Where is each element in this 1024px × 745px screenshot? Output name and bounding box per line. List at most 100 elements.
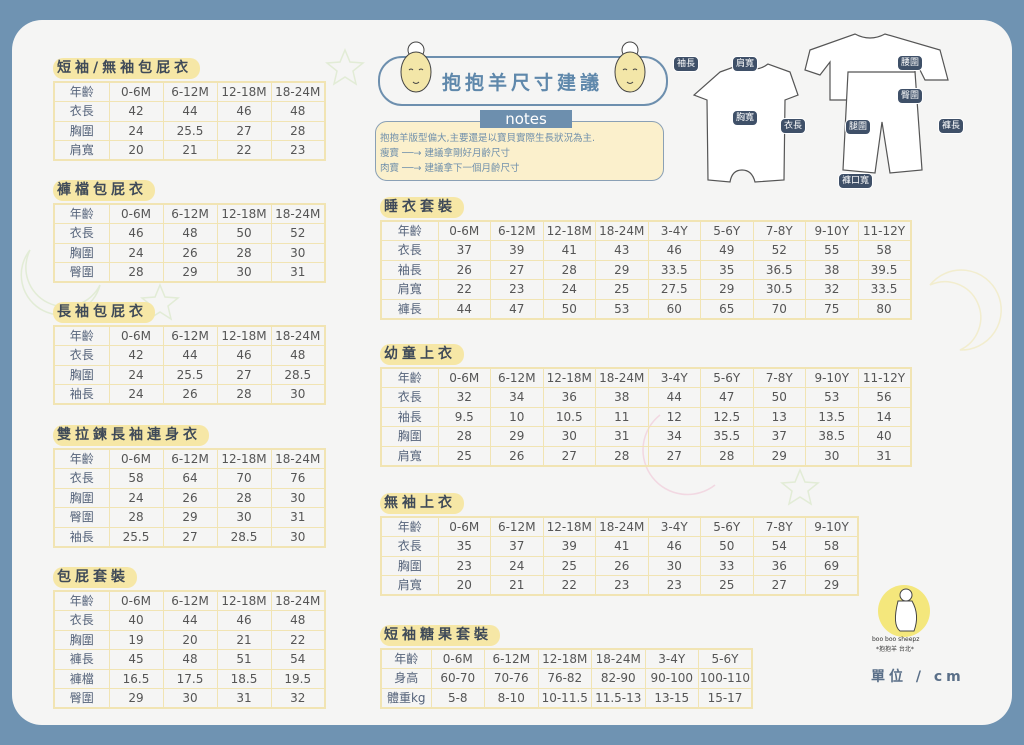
- value-cell: 29: [162, 262, 218, 283]
- value-cell: 52: [752, 240, 806, 261]
- garment-diagram: [692, 33, 949, 183]
- header-cell: 3-4Y: [644, 648, 699, 669]
- value-cell: 36.5: [752, 259, 806, 280]
- value-cell: 29: [595, 259, 649, 280]
- value-cell: 47: [700, 387, 754, 408]
- section-title: 長袖包屁衣: [53, 302, 155, 323]
- header-cell: 6-12M: [490, 220, 544, 241]
- row-label: 胸圍: [53, 364, 110, 385]
- value-cell: 41: [542, 240, 596, 261]
- moon-icon: [20, 249, 101, 316]
- moon-icon: [929, 269, 1002, 351]
- table-row: 衣長 42 44 46 48: [53, 345, 326, 366]
- value-cell: 39.5: [857, 259, 911, 280]
- value-cell: 29: [752, 445, 806, 466]
- header-cell: 12-18M: [542, 516, 596, 537]
- value-cell: 11.5-13: [591, 687, 646, 708]
- value-cell: 42: [108, 345, 164, 366]
- value-cell: 24: [542, 279, 596, 300]
- value-cell: 47: [490, 298, 544, 319]
- value-cell: 28: [700, 445, 754, 466]
- sheep-mascot-icon: [400, 41, 432, 93]
- row-label: 身高: [380, 668, 432, 689]
- value-cell: 31: [595, 426, 649, 447]
- table-row: 褲長 44 47 50 53 60 65 70 75 80: [380, 298, 911, 319]
- row-label: 胸圍: [380, 555, 439, 576]
- value-cell: 32: [805, 279, 859, 300]
- label-hem-width: 褲口寬: [838, 173, 874, 189]
- value-cell: 64: [162, 468, 218, 489]
- value-cell: 30: [270, 526, 326, 547]
- value-cell: 20: [108, 140, 164, 161]
- value-cell: 31: [216, 688, 272, 709]
- row-label: 臀圍: [53, 688, 110, 709]
- size-table: 年齡 0-6M 6-12M 12-18M 18-24M 衣長 42 44 46 48 胸圍 24 25.…: [53, 81, 326, 161]
- value-cell: 48: [270, 610, 326, 631]
- value-cell: 9.5: [437, 406, 491, 427]
- value-cell: 50: [700, 536, 754, 557]
- header-cell: 6-12M: [162, 203, 218, 224]
- value-cell: 10: [490, 406, 544, 427]
- section-title: 雙拉鍊長袖連身衣: [53, 425, 209, 446]
- value-cell: 28: [270, 120, 326, 141]
- label-hip: 臀圍: [897, 88, 924, 104]
- header-cell: 3-4Y: [647, 516, 701, 537]
- label-body-length: 衣長: [780, 118, 807, 134]
- value-cell: 17.5: [162, 668, 218, 689]
- header-cell: 5-6Y: [700, 367, 754, 388]
- brand-name-en: boo boo sheepz: [872, 636, 920, 643]
- unit-label: 單位 / cm: [871, 669, 965, 685]
- value-cell: 46: [216, 610, 272, 631]
- value-cell: 27: [752, 575, 806, 596]
- row-label: 褲長: [53, 649, 110, 670]
- header-cell: 年齡: [53, 590, 110, 611]
- header-cell: 0-6M: [437, 220, 491, 241]
- value-cell: 44: [162, 345, 218, 366]
- header-cell: 11-12Y: [857, 367, 911, 388]
- row-label: 臀圍: [53, 262, 110, 283]
- header-cell: 6-12M: [162, 325, 218, 346]
- brand-logo: [878, 585, 930, 637]
- value-cell: 32: [437, 387, 491, 408]
- value-cell: 5-8: [430, 687, 485, 708]
- value-cell: 37: [752, 426, 806, 447]
- header-cell: 0-6M: [437, 367, 491, 388]
- header-cell: 0-6M: [108, 325, 164, 346]
- value-cell: 50: [216, 223, 272, 244]
- value-cell: 34: [647, 426, 701, 447]
- value-cell: 37: [490, 536, 544, 557]
- table-row: 肩寬 20 21 22 23 23 25 27 29: [380, 575, 859, 596]
- header-row: 年齡 0-6M 6-12M 12-18M 18-24M: [53, 590, 326, 611]
- header-cell: 年齡: [380, 516, 439, 537]
- value-cell: 27: [647, 445, 701, 466]
- section-title: 褲檔包屁衣: [53, 180, 155, 201]
- header-cell: 12-18M: [216, 448, 272, 469]
- header-cell: 9-10Y: [805, 220, 859, 241]
- label-chest-width: 胸寬: [732, 110, 759, 126]
- value-cell: 19.5: [270, 668, 326, 689]
- value-cell: 33.5: [857, 279, 911, 300]
- table-row: 衣長 40 44 46 48: [53, 610, 326, 631]
- value-cell: 39: [490, 240, 544, 261]
- notes-label: notes: [480, 110, 572, 128]
- header-row: 年齡 0-6M 6-12M 12-18M 18-24M 3-4Y 5-6Y: [380, 648, 753, 669]
- value-cell: 46: [108, 223, 164, 244]
- value-cell: 30: [270, 487, 326, 508]
- table-row: 衣長 46 48 50 52: [53, 223, 326, 244]
- table-row: 肩寬 22 23 24 25 27.5 29 30.5 32 33.5: [380, 279, 911, 300]
- header-cell: 年齡: [53, 325, 110, 346]
- row-label: 肩寬: [380, 445, 439, 466]
- table-row: 衣長 35 37 39 41 46 50 54 58: [380, 536, 859, 557]
- value-cell: 29: [108, 688, 164, 709]
- value-cell: 38.5: [805, 426, 859, 447]
- value-cell: 35: [700, 259, 754, 280]
- sheep-logo-icon: [894, 588, 918, 632]
- value-cell: 38: [805, 259, 859, 280]
- value-cell: 28: [437, 426, 491, 447]
- value-cell: 30: [647, 555, 701, 576]
- header-cell: 12-18M: [216, 325, 272, 346]
- star-icon: [140, 283, 180, 321]
- label-waist: 腰圍: [897, 55, 924, 71]
- value-cell: 90-100: [644, 668, 699, 689]
